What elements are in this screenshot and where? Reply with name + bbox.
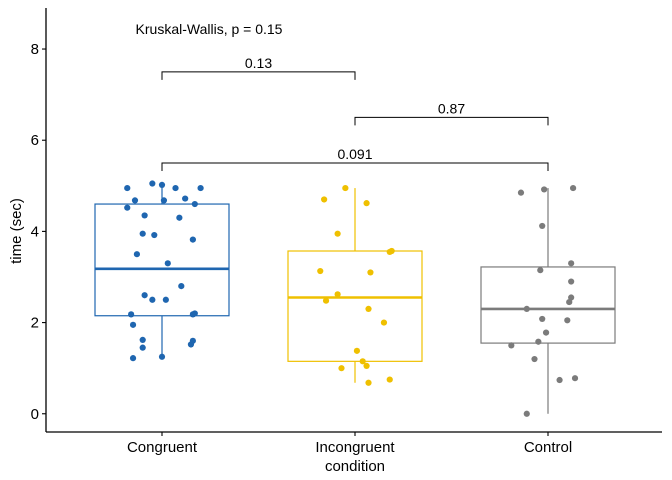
x-tick-label: Incongruent xyxy=(315,439,395,456)
data-point xyxy=(124,184,131,192)
data-point xyxy=(129,321,137,328)
box-iqr xyxy=(94,203,230,317)
data-point xyxy=(569,184,577,192)
data-point xyxy=(367,269,374,276)
data-point xyxy=(172,184,179,192)
data-point xyxy=(189,311,196,318)
data-point xyxy=(531,355,538,363)
data-point xyxy=(139,336,146,344)
data-point xyxy=(191,200,198,208)
data-point xyxy=(176,214,183,221)
comparison-bracket xyxy=(354,116,549,126)
data-point xyxy=(556,376,563,384)
data-point xyxy=(523,305,530,313)
data-point xyxy=(182,195,189,202)
x-ticks: Congruent Incongruent Control xyxy=(127,432,572,456)
data-point xyxy=(141,292,148,299)
data-point xyxy=(334,291,341,298)
data-point xyxy=(133,251,141,258)
y-tick-label: 4 xyxy=(31,223,39,240)
data-point xyxy=(162,296,169,303)
data-point xyxy=(342,184,349,192)
data-point xyxy=(160,197,168,204)
data-point xyxy=(508,342,515,349)
y-tick-label: 2 xyxy=(31,315,39,332)
data-point xyxy=(149,296,156,303)
data-point xyxy=(539,222,546,230)
data-point xyxy=(129,355,137,362)
data-point xyxy=(386,376,393,383)
data-point xyxy=(535,338,542,345)
x-tick-label: Control xyxy=(524,439,572,456)
data-point xyxy=(164,260,171,267)
y-tick-label: 0 xyxy=(31,406,39,423)
data-point xyxy=(149,180,156,187)
box-iqr xyxy=(287,250,423,362)
data-point xyxy=(365,379,372,386)
data-point xyxy=(151,231,158,239)
y-axis-title: time (sec) xyxy=(8,198,25,264)
data-point xyxy=(568,278,575,285)
data-point xyxy=(359,358,366,365)
data-point xyxy=(541,186,548,193)
data-point xyxy=(566,298,573,306)
data-point xyxy=(523,410,530,417)
data-point xyxy=(363,362,370,369)
data-point xyxy=(189,236,196,243)
data-point xyxy=(131,197,139,204)
data-point xyxy=(568,260,575,267)
data-point xyxy=(338,365,345,372)
data-point xyxy=(542,329,550,336)
data-point xyxy=(564,317,571,324)
y-tick-label: 6 xyxy=(31,132,39,149)
data-point xyxy=(139,230,146,237)
data-point xyxy=(322,297,330,304)
comparison-p-value: 0.87 xyxy=(438,100,465,116)
data-point xyxy=(386,248,393,256)
comparison-bracket xyxy=(161,71,356,80)
data-point xyxy=(317,267,324,275)
comparison-p-value: 0.13 xyxy=(245,55,272,71)
data-point xyxy=(363,200,370,207)
data-point xyxy=(124,204,131,211)
data-point xyxy=(539,315,546,323)
data-point xyxy=(141,212,148,219)
points-layer xyxy=(124,180,579,417)
x-axis-title: condition xyxy=(325,458,385,475)
comparison-p-value: 0.091 xyxy=(337,146,372,162)
comparison-layer: 0.13 0.87 0.091 xyxy=(161,55,549,172)
x-tick-label: Congruent xyxy=(127,439,198,456)
y-tick-label: 8 xyxy=(31,41,39,58)
data-point xyxy=(178,283,185,290)
axes-layer xyxy=(45,8,662,433)
comparison-bracket xyxy=(161,162,549,172)
data-point xyxy=(380,319,388,326)
data-point xyxy=(158,181,166,188)
data-point xyxy=(571,375,579,382)
data-point xyxy=(365,305,372,313)
data-point xyxy=(187,341,195,348)
data-point xyxy=(197,184,204,192)
data-point xyxy=(321,196,328,203)
data-point xyxy=(537,267,544,274)
data-point xyxy=(334,230,341,237)
data-point xyxy=(139,344,146,351)
box-layer xyxy=(94,183,616,414)
data-point xyxy=(128,311,135,318)
y-ticks: 0 2 4 6 8 xyxy=(31,41,46,423)
kruskal-wallis-label: Kruskal-Wallis, p = 0.15 xyxy=(136,21,283,37)
data-point xyxy=(158,353,166,360)
data-point xyxy=(353,347,361,354)
data-point xyxy=(517,189,525,196)
